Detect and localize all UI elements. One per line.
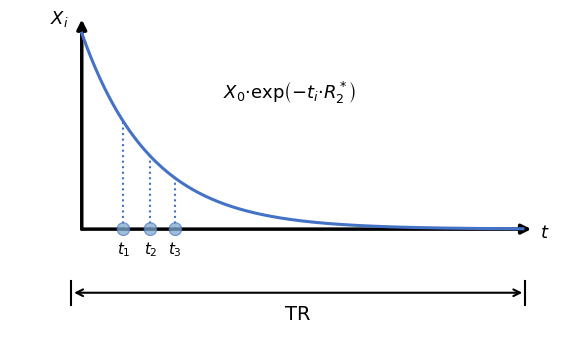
Ellipse shape: [117, 223, 130, 236]
Text: $X_i$: $X_i$: [49, 10, 68, 30]
Text: $X_0{\cdot}\mathrm{exp}\left(-t_i{\cdot}R_2^*\right)$: $X_0{\cdot}\mathrm{exp}\left(-t_i{\cdot}…: [223, 79, 356, 105]
Text: $t_1$: $t_1$: [116, 240, 130, 259]
Ellipse shape: [144, 223, 157, 236]
Text: TR: TR: [286, 305, 311, 324]
Text: $t_2$: $t_2$: [144, 240, 157, 259]
Text: $t$: $t$: [540, 224, 549, 242]
Text: $t_3$: $t_3$: [169, 240, 182, 259]
Ellipse shape: [169, 223, 182, 236]
